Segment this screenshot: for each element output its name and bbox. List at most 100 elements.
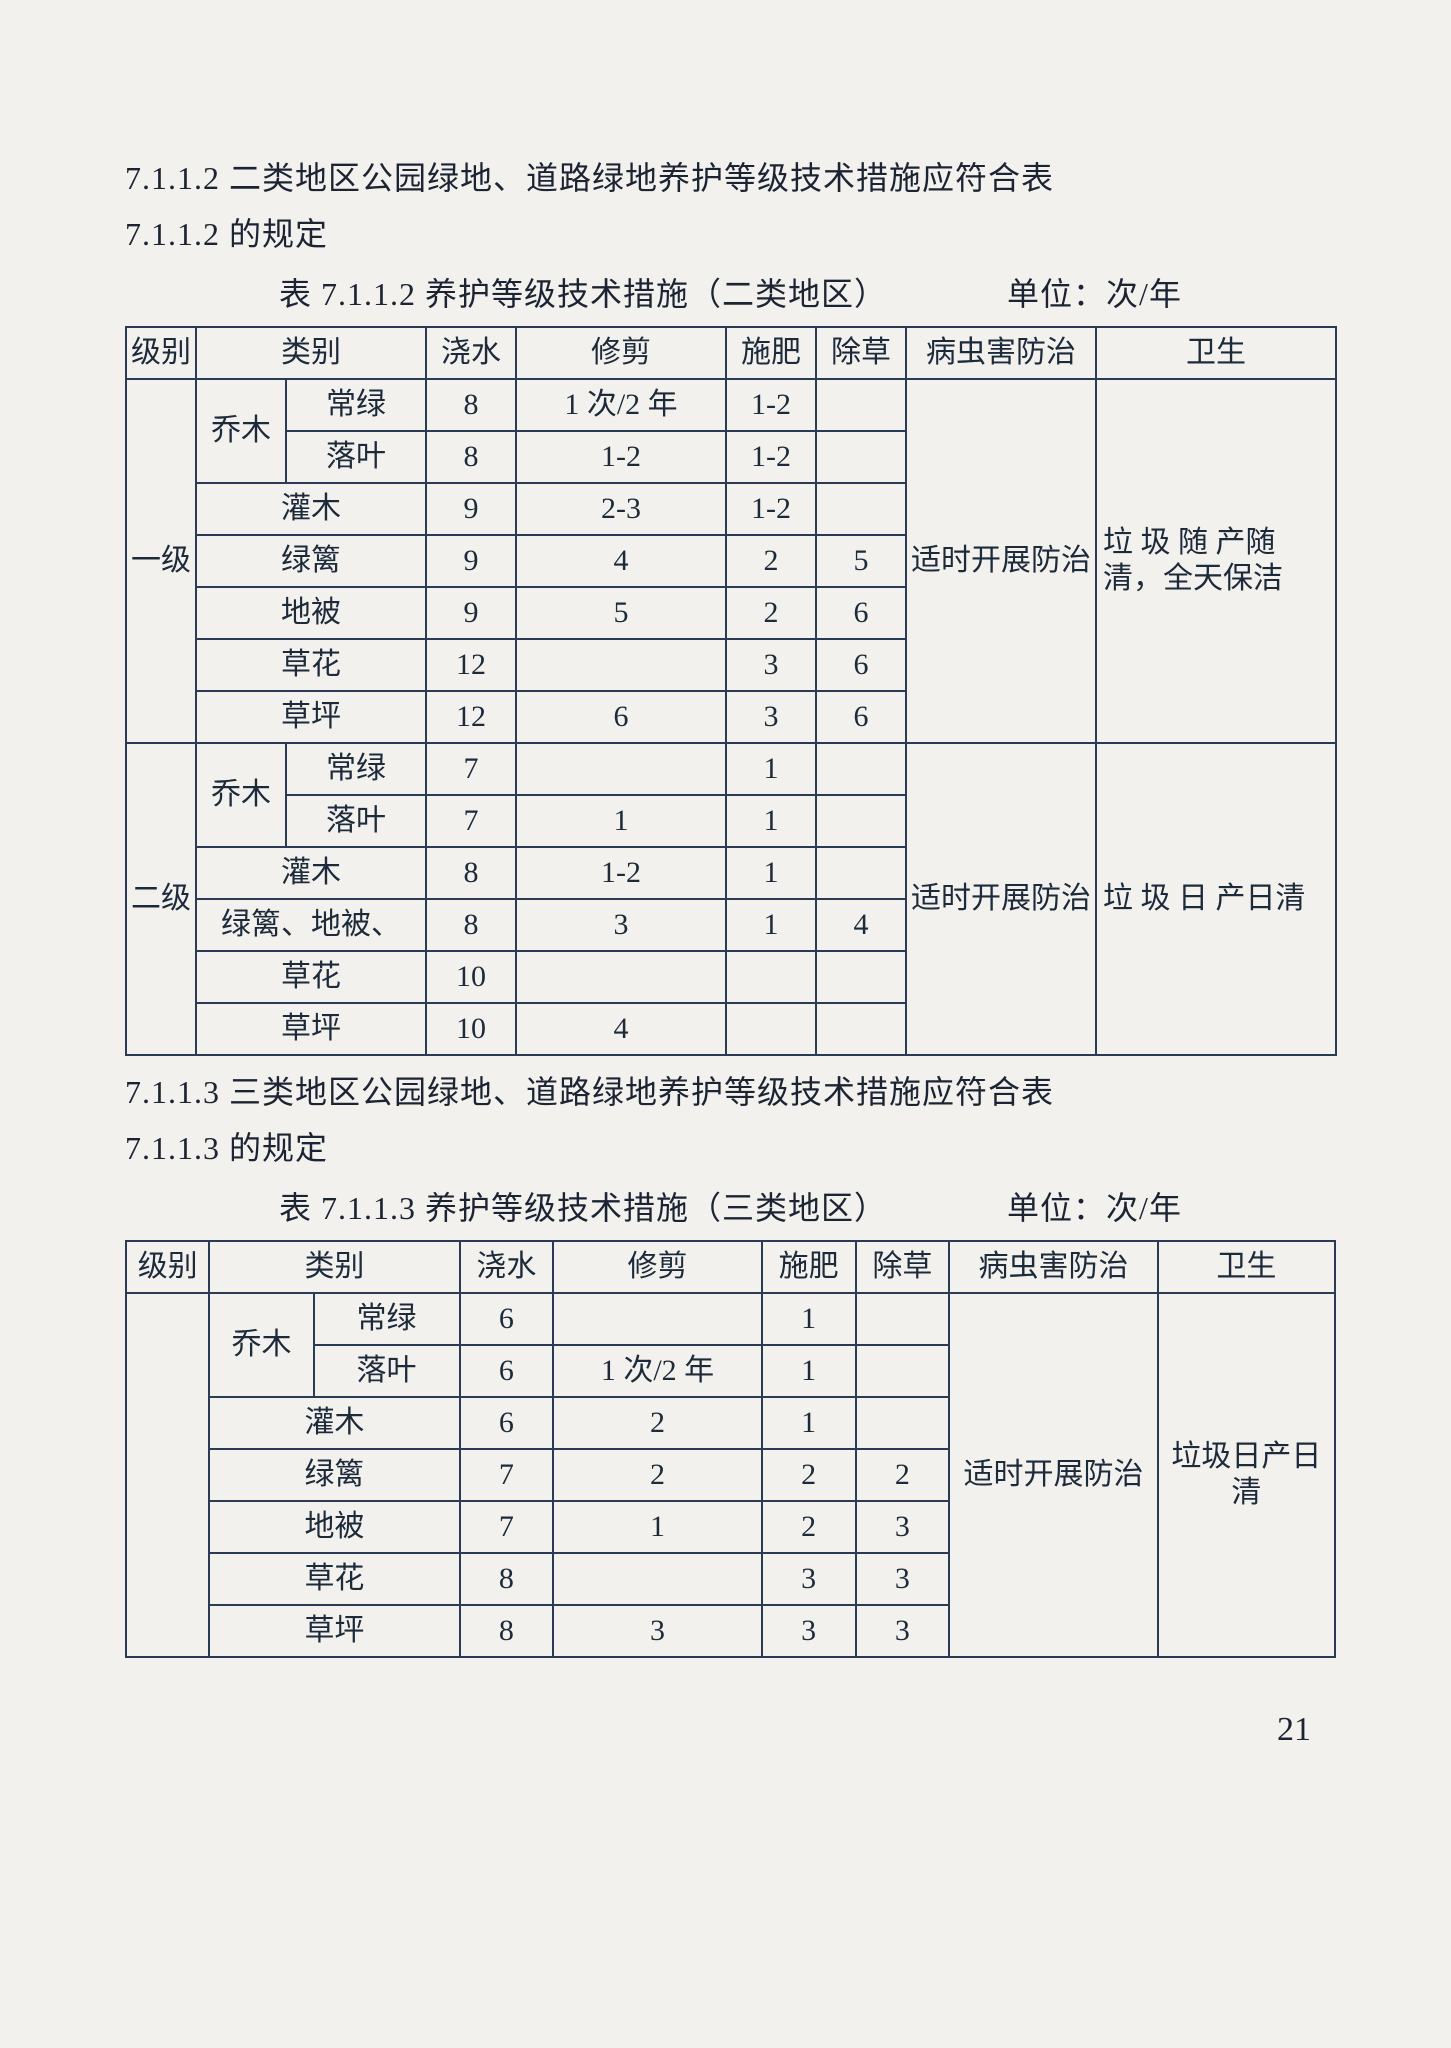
cell-cat: 灌木	[196, 847, 426, 899]
cell-cat: 灌木	[196, 483, 426, 535]
cell: 1	[762, 1397, 856, 1449]
cell-cat: 乔木	[196, 743, 286, 847]
cell: 2	[856, 1449, 950, 1501]
cell: 2	[762, 1501, 856, 1553]
cell-cat: 绿篱	[209, 1449, 459, 1501]
th-weed: 除草	[856, 1241, 950, 1293]
cell-level: 二级	[126, 743, 196, 1055]
cell-pest: 适时开展防治	[949, 1293, 1157, 1657]
cell-cat: 草坪	[196, 1003, 426, 1055]
cell: 3	[762, 1553, 856, 1605]
th-fert: 施肥	[762, 1241, 856, 1293]
table-row: 二级 乔木 常绿 7 1 适时开展防治 垃 圾 日 产日清	[126, 743, 1336, 795]
cell-cat: 草花	[196, 951, 426, 1003]
cell-sub: 常绿	[286, 743, 426, 795]
cell-cat: 地被	[196, 587, 426, 639]
cell: 1-2	[516, 847, 726, 899]
cell	[816, 951, 906, 1003]
cell-cat: 乔木	[196, 379, 286, 483]
cell: 4	[816, 899, 906, 951]
cell: 6	[460, 1397, 554, 1449]
table-7112: 级别 类别 浇水 修剪 施肥 除草 病虫害防治 卫生 一级 乔木 常绿 8 1 …	[125, 326, 1337, 1056]
cell: 6	[460, 1293, 554, 1345]
table1-title-left: 表 7.1.1.2 养护等级技术措施（二类地区）	[279, 266, 887, 322]
cell: 9	[426, 535, 516, 587]
cell-sub: 落叶	[314, 1345, 460, 1397]
table2-title-left: 表 7.1.1.3 养护等级技术措施（三类地区）	[279, 1180, 887, 1236]
cell-sub: 常绿	[314, 1293, 460, 1345]
cell: 1 次/2 年	[516, 379, 726, 431]
cell: 6	[816, 691, 906, 743]
cell: 4	[516, 535, 726, 587]
cell: 10	[426, 1003, 516, 1055]
cell: 8	[460, 1605, 554, 1657]
cell: 3	[856, 1553, 950, 1605]
cell	[816, 379, 906, 431]
cell: 1-2	[726, 483, 816, 535]
page-number: 21	[1277, 1700, 1311, 1760]
cell: 7	[426, 795, 516, 847]
cell	[553, 1553, 761, 1605]
cell: 2	[553, 1397, 761, 1449]
cell: 5	[516, 587, 726, 639]
cell: 8	[426, 899, 516, 951]
cell: 1	[726, 847, 816, 899]
th-level: 级别	[126, 327, 196, 379]
cell	[816, 743, 906, 795]
cell-pest: 适时开展防治	[906, 743, 1096, 1055]
table1-title-right: 单位：次/年	[1007, 266, 1182, 322]
cell-cat: 地被	[209, 1501, 459, 1553]
th-level: 级别	[126, 1241, 209, 1293]
cell: 12	[426, 639, 516, 691]
cell: 8	[426, 431, 516, 483]
cell: 2	[762, 1449, 856, 1501]
cell: 1	[726, 795, 816, 847]
th-weed: 除草	[816, 327, 906, 379]
table-header-row: 级别 类别 浇水 修剪 施肥 除草 病虫害防治 卫生	[126, 1241, 1335, 1293]
cell: 6	[516, 691, 726, 743]
table-7113: 级别 类别 浇水 修剪 施肥 除草 病虫害防治 卫生 乔木 常绿 6 1 适时开…	[125, 1240, 1336, 1658]
cell-clean: 垃 圾 随 产随清，全天保洁	[1096, 379, 1336, 743]
cell: 7	[426, 743, 516, 795]
th-prune: 修剪	[516, 327, 726, 379]
th-water: 浇水	[426, 327, 516, 379]
cell	[856, 1345, 950, 1397]
cell: 1-2	[516, 431, 726, 483]
cell: 6	[816, 587, 906, 639]
cell	[816, 483, 906, 535]
cell: 5	[816, 535, 906, 587]
cell: 3	[856, 1605, 950, 1657]
section-7112-line1: 7.1.1.2 二类地区公园绿地、道路绿地养护等级技术措施应符合表	[125, 150, 1336, 206]
cell: 7	[460, 1449, 554, 1501]
table-row: 一级 乔木 常绿 8 1 次/2 年 1-2 适时开展防治 垃 圾 随 产随清，…	[126, 379, 1336, 431]
cell: 9	[426, 587, 516, 639]
cell: 3	[553, 1605, 761, 1657]
cell-level	[126, 1293, 209, 1657]
table-header-row: 级别 类别 浇水 修剪 施肥 除草 病虫害防治 卫生	[126, 327, 1336, 379]
th-clean: 卫生	[1158, 1241, 1335, 1293]
cell: 2	[553, 1449, 761, 1501]
cell-cat: 灌木	[209, 1397, 459, 1449]
cell-clean: 垃 圾 日 产日清	[1096, 743, 1336, 1055]
cell-cat: 绿篱	[196, 535, 426, 587]
cell: 8	[426, 847, 516, 899]
cell: 2-3	[516, 483, 726, 535]
cell: 6	[460, 1345, 554, 1397]
cell: 3	[762, 1605, 856, 1657]
cell	[726, 1003, 816, 1055]
cell: 1	[516, 795, 726, 847]
cell: 2	[726, 587, 816, 639]
cell-clean: 垃圾日产日清	[1158, 1293, 1335, 1657]
th-prune: 修剪	[553, 1241, 761, 1293]
table2-title-right: 单位：次/年	[1007, 1180, 1182, 1236]
cell: 9	[426, 483, 516, 535]
cell-cat: 草坪	[196, 691, 426, 743]
cell: 3	[726, 639, 816, 691]
cell	[856, 1293, 950, 1345]
cell: 1	[553, 1501, 761, 1553]
cell-cat: 乔木	[209, 1293, 313, 1397]
cell-level: 一级	[126, 379, 196, 743]
cell: 1-2	[726, 379, 816, 431]
th-clean: 卫生	[1096, 327, 1336, 379]
cell	[816, 1003, 906, 1055]
